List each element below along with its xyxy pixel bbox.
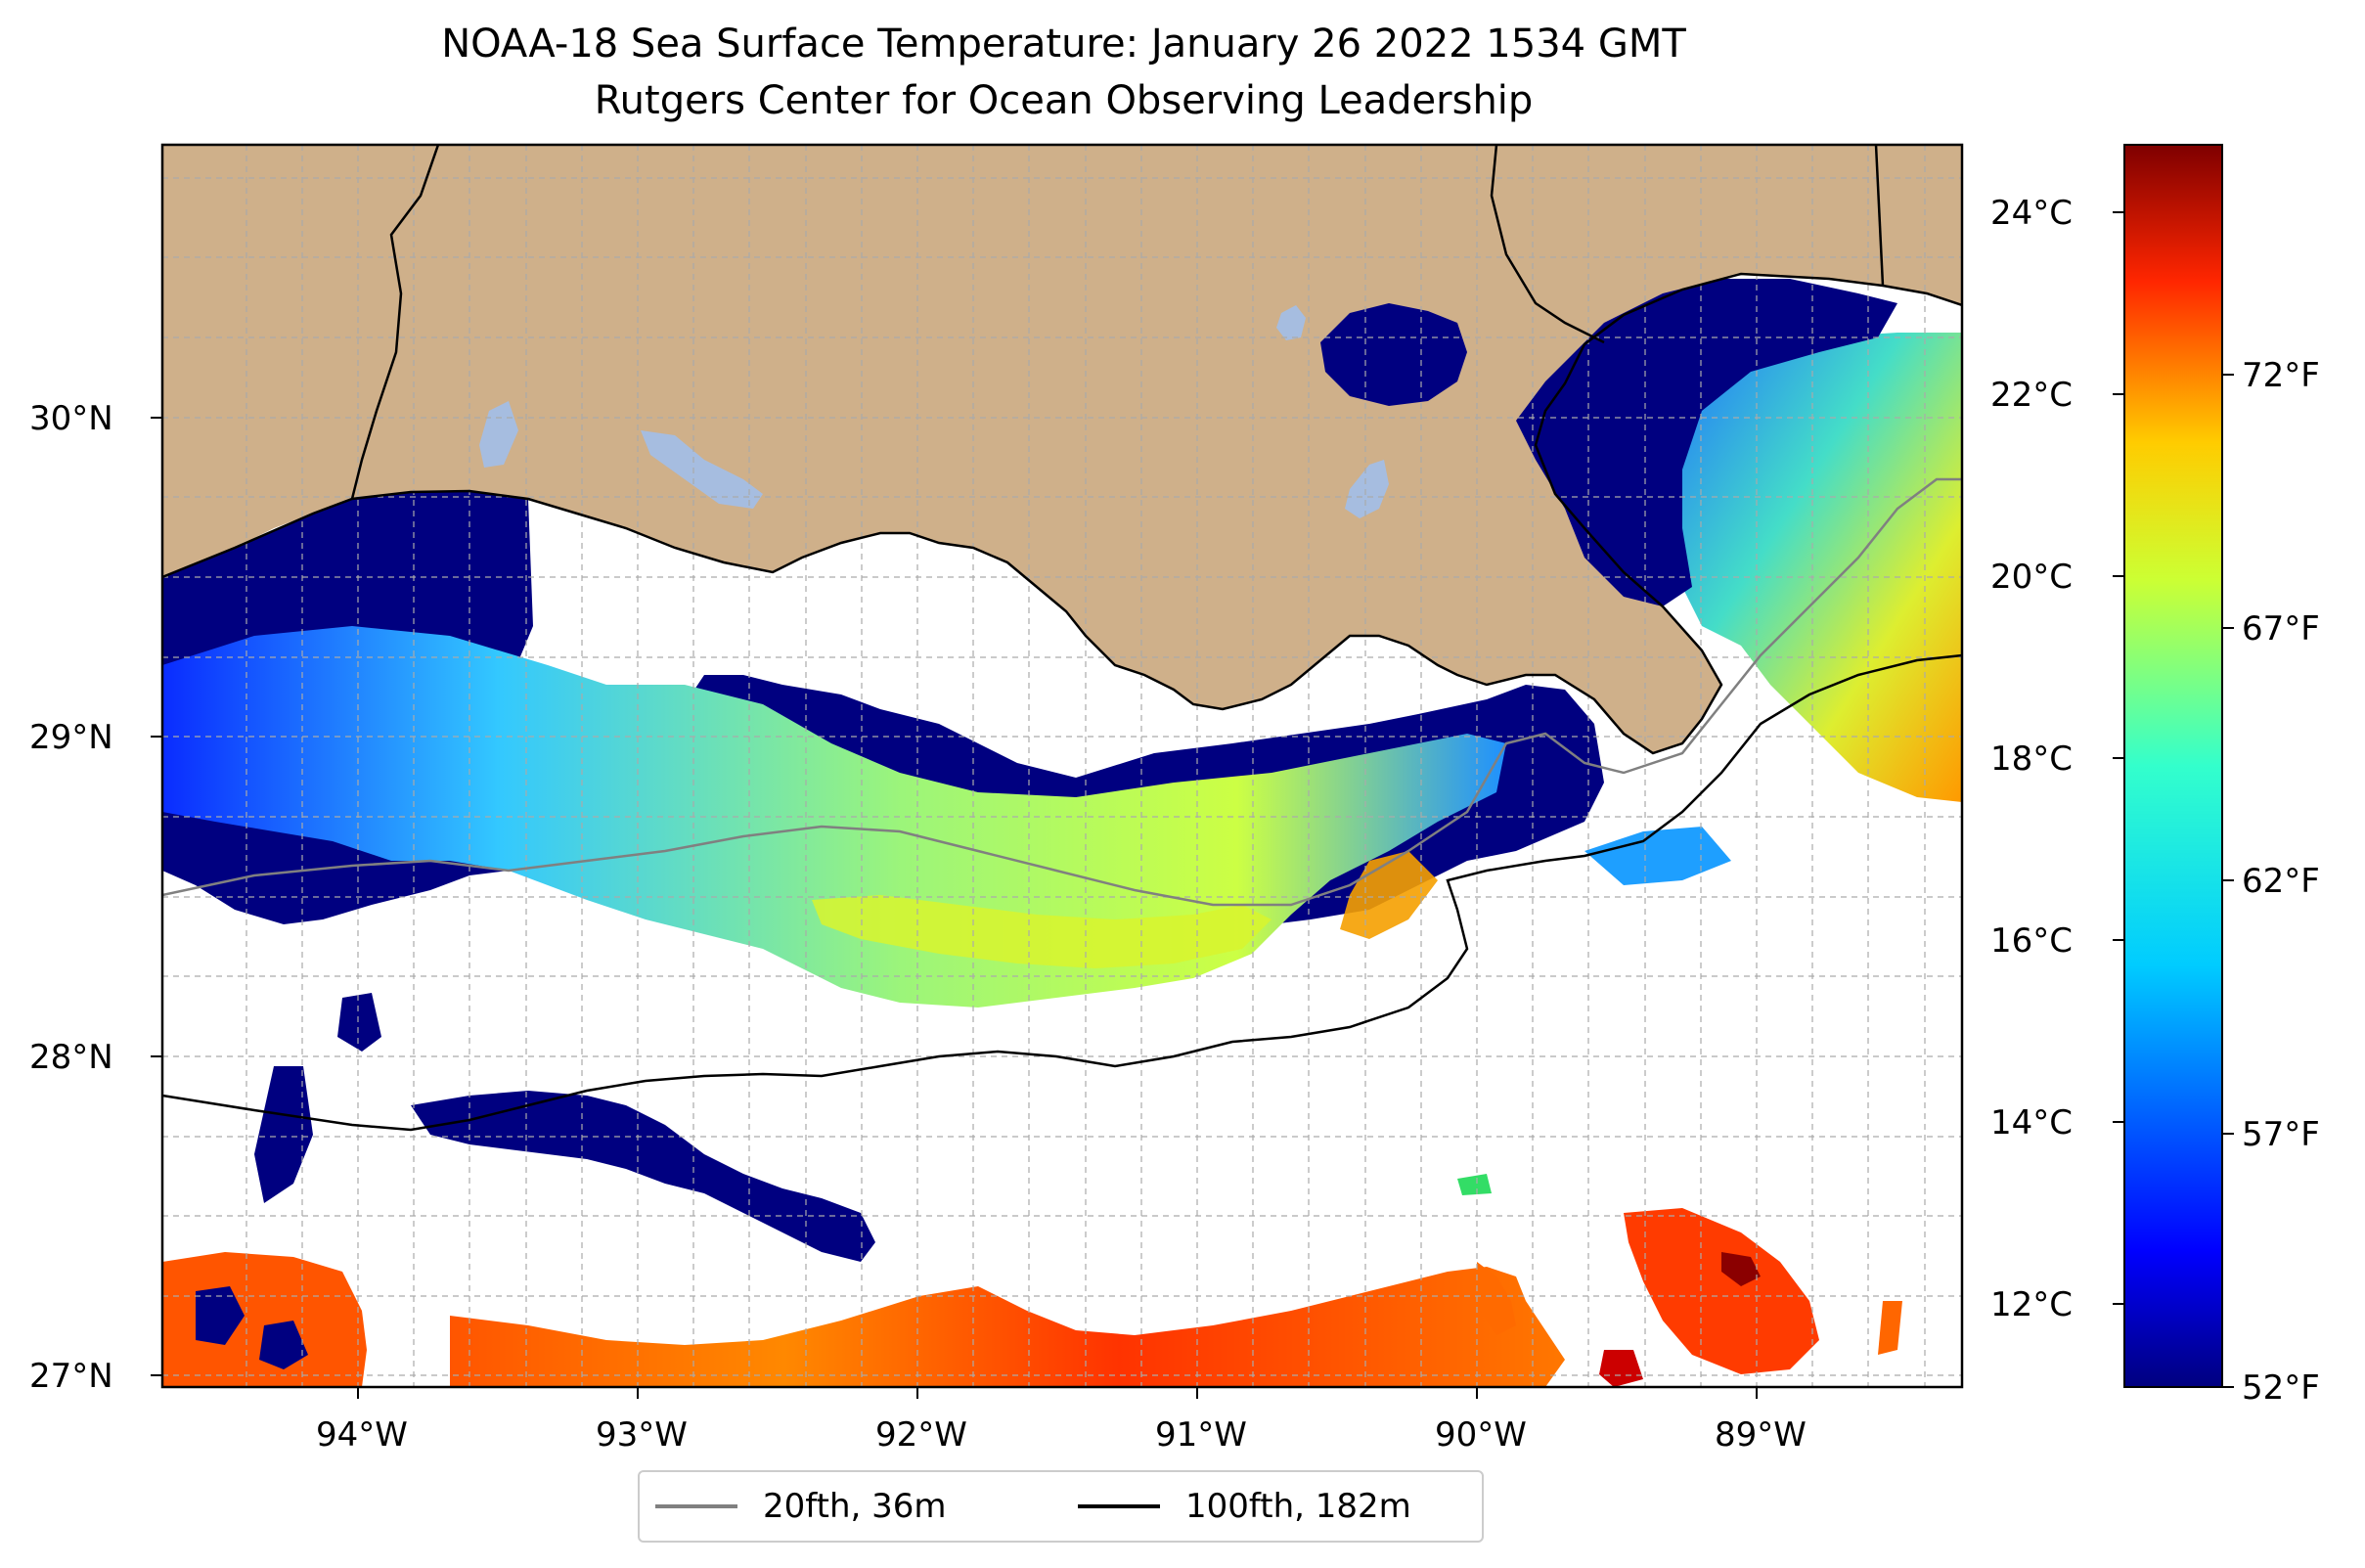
fahrenheit-label: 52°F [2242, 1368, 2320, 1408]
lake [1345, 460, 1389, 518]
legend: 20fth, 36m 100fth, 182m [638, 1470, 1484, 1543]
sst-gulf-eddy [1624, 1208, 1819, 1374]
legend-line-black [1078, 1504, 1160, 1508]
sst-sw-patch [162, 1252, 367, 1387]
lon-label: 90°W [1435, 1415, 1527, 1455]
celsius-label: 22°C [1990, 376, 2073, 415]
sst-ne-spot [1878, 1301, 1902, 1355]
lon-label: 92°W [875, 1415, 967, 1455]
lat-label: 30°N [29, 399, 113, 438]
state-border [1490, 145, 1605, 344]
celsius-label: 16°C [1990, 921, 2073, 961]
lat-label: 29°N [29, 718, 113, 757]
sst-sw-patch-blue [196, 1286, 245, 1345]
sst-east-patch [1584, 827, 1731, 885]
sst-mid-orange [1340, 851, 1438, 939]
legend-label: 100fth, 182m [1185, 1487, 1411, 1526]
celsius-label: 24°C [1990, 194, 2073, 233]
lake [641, 430, 763, 509]
sst-deep-cold [411, 1091, 875, 1262]
lon-label: 94°W [316, 1415, 408, 1455]
colorbar [2123, 144, 2223, 1388]
lon-label: 91°W [1155, 1415, 1247, 1455]
sst-loop-current [450, 1267, 1565, 1387]
lat-label: 28°N [29, 1038, 113, 1077]
legend-entry-20fth: 20fth, 36m [655, 1472, 947, 1541]
fahrenheit-label: 72°F [2242, 356, 2320, 395]
lake [1276, 305, 1306, 340]
celsius-label: 12°C [1990, 1285, 2073, 1324]
isobath-20fth [162, 477, 1962, 907]
lon-label: 89°W [1715, 1415, 1807, 1455]
fahrenheit-label: 62°F [2242, 862, 2320, 901]
fahrenheit-label: 67°F [2242, 609, 2320, 649]
sst-deep-cold [337, 993, 381, 1052]
sst-east-cold [1516, 279, 1897, 606]
lat-label: 27°N [29, 1357, 113, 1396]
sst-gulf-eddy-core [1721, 1252, 1761, 1286]
state-border [350, 145, 440, 500]
sst-deep-cold [254, 1066, 313, 1203]
legend-label: 20fth, 36m [763, 1487, 947, 1526]
sst-loop-current [1477, 1262, 1516, 1335]
celsius-label: 20°C [1990, 558, 2073, 597]
sst-green-spot [1457, 1174, 1492, 1195]
sst-mid-warm [812, 895, 1272, 968]
celsius-label: 18°C [1990, 739, 2073, 779]
lon-label: 93°W [596, 1415, 688, 1455]
sst-gulf-spot [1599, 1350, 1643, 1387]
sst-sw-patch-blue [259, 1321, 308, 1369]
legend-entry-100fth: 100fth, 182m [1078, 1472, 1411, 1541]
lake [1320, 303, 1467, 406]
map-frame [160, 143, 1964, 1389]
coastline [162, 272, 1962, 755]
legend-line-gray [655, 1504, 737, 1508]
fahrenheit-label: 57°F [2242, 1115, 2320, 1154]
state-border [1874, 145, 1885, 287]
isobath-100fth [162, 653, 1962, 1132]
celsius-label: 14°C [1990, 1103, 2073, 1142]
gridlines [162, 145, 1962, 1387]
map-title: NOAA-18 Sea Surface Temperature: January… [441, 22, 1686, 67]
colorbar-ticks [2113, 211, 2234, 1388]
land-mass [162, 145, 1962, 753]
axis-ticks [151, 417, 1758, 1399]
map-subtitle: Rutgers Center for Ocean Observing Leade… [594, 78, 1534, 123]
